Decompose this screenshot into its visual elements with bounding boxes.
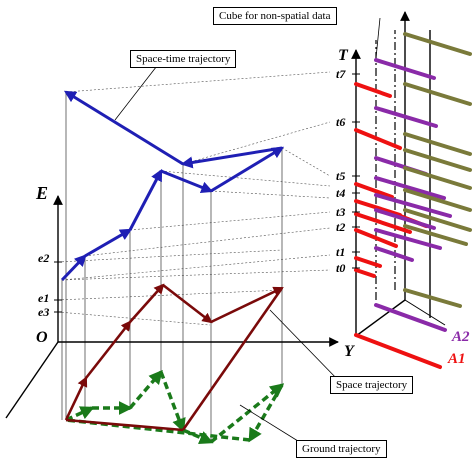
ground-trajectory-callout: Ground trajectory [296,440,387,458]
axes [5,195,339,419]
t0-label: t0 [336,261,346,275]
t5-label: t5 [336,169,346,183]
y-axis-label: Y [344,343,354,360]
non-spatial-cube [351,11,472,369]
t3-label: t3 [336,205,346,219]
cube-callout: Cube for non-spatial data [213,7,337,25]
t4-label: t4 [336,186,346,200]
e3-label: e3 [38,305,50,319]
ground-trajectory [65,369,285,445]
a2-bars [374,58,452,332]
e-guide-lines [57,249,283,326]
t-axis-label: T [338,47,348,64]
space-trajectory-callout: Space trajectory [330,376,414,394]
origin-label: O [36,329,48,346]
e2-label: e2 [38,251,50,265]
time-guide-lines [61,71,331,281]
e1-label: e1 [38,291,50,305]
t2-label: t2 [336,220,346,234]
projection-lines [61,92,283,442]
t1-label: t1 [336,245,346,259]
e-axis-ticks [54,261,62,313]
t-axis-ticks [352,73,360,269]
space-time-callout: Space-time trajectory [130,50,237,68]
olive-bars [403,32,472,308]
a2-label: A2 [452,329,470,345]
x-axis [5,341,59,419]
t6-label: t6 [336,115,346,129]
callout-leaders [114,17,381,447]
space-trajectory [64,283,284,432]
e-axis-label: E [36,183,49,203]
a1-label: A1 [448,351,466,367]
t7-label: t7 [336,67,346,81]
space-time-trajectory [60,90,285,282]
